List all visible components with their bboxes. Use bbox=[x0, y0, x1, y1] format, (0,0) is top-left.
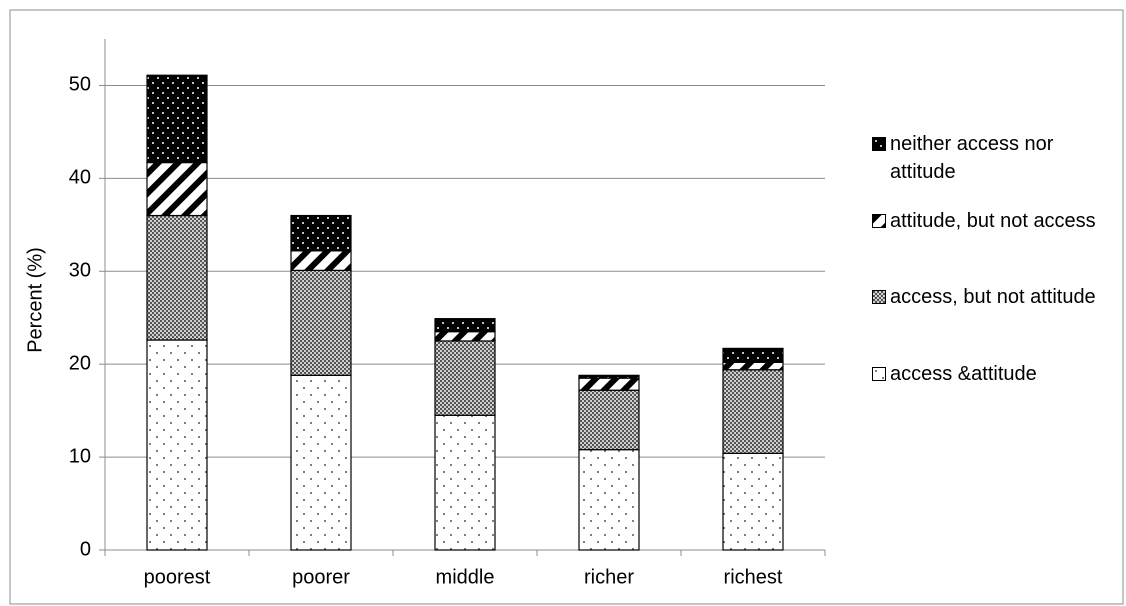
bar-segment bbox=[146, 339, 208, 551]
bar-segment bbox=[578, 449, 640, 551]
bar-segment bbox=[434, 318, 496, 333]
y-tick-label: 30 bbox=[69, 260, 91, 282]
bar-segment bbox=[146, 214, 208, 341]
y-axis-label: Percent (%) bbox=[24, 247, 46, 353]
y-tick-label: 0 bbox=[80, 538, 91, 560]
legend-swatch bbox=[872, 290, 886, 304]
frame bbox=[9, 9, 1124, 605]
y-tick-label: 10 bbox=[69, 445, 91, 467]
bar-segment bbox=[578, 389, 640, 451]
bar-segment bbox=[434, 331, 496, 342]
legend-entry: attitude, but not access bbox=[872, 207, 1102, 235]
bar-segment bbox=[290, 250, 352, 271]
legend-entry: access &attitude bbox=[872, 360, 1102, 388]
legend-label: access &attitude bbox=[890, 363, 1037, 385]
bar-segment bbox=[578, 374, 640, 379]
y-tick-label: 20 bbox=[69, 352, 91, 374]
x-tick-label: richest bbox=[724, 566, 783, 588]
legend-label: neither access nor attitude bbox=[890, 133, 1054, 183]
bar-segment bbox=[146, 161, 208, 217]
legend-swatch bbox=[872, 367, 886, 381]
x-tick-label: middle bbox=[436, 566, 495, 588]
bar-segment bbox=[434, 414, 496, 551]
bar-segment bbox=[146, 74, 208, 164]
bar-segment bbox=[434, 340, 496, 416]
bar-segment bbox=[290, 374, 352, 551]
legend-swatch bbox=[872, 137, 886, 151]
bar-segment bbox=[578, 377, 640, 391]
bar-segment bbox=[722, 452, 784, 551]
legend-label: attitude, but not access bbox=[890, 210, 1096, 232]
y-tick-label: 50 bbox=[69, 74, 91, 96]
x-tick-label: richer bbox=[584, 566, 634, 588]
legend-entry: access, but not attitude bbox=[872, 283, 1102, 311]
x-tick-label: poorest bbox=[144, 566, 211, 588]
bar-segment bbox=[722, 369, 784, 454]
legend-swatch bbox=[872, 214, 886, 228]
legend-label: access, but not attitude bbox=[890, 286, 1096, 308]
x-tick-label: poorer bbox=[292, 566, 350, 588]
bar-segment bbox=[722, 347, 784, 363]
bar-segment bbox=[722, 361, 784, 371]
y-tick-label: 40 bbox=[69, 167, 91, 189]
bar-segment bbox=[290, 214, 352, 252]
bar-segment bbox=[290, 269, 352, 376]
legend-entry: neither access nor attitude bbox=[872, 130, 1102, 186]
